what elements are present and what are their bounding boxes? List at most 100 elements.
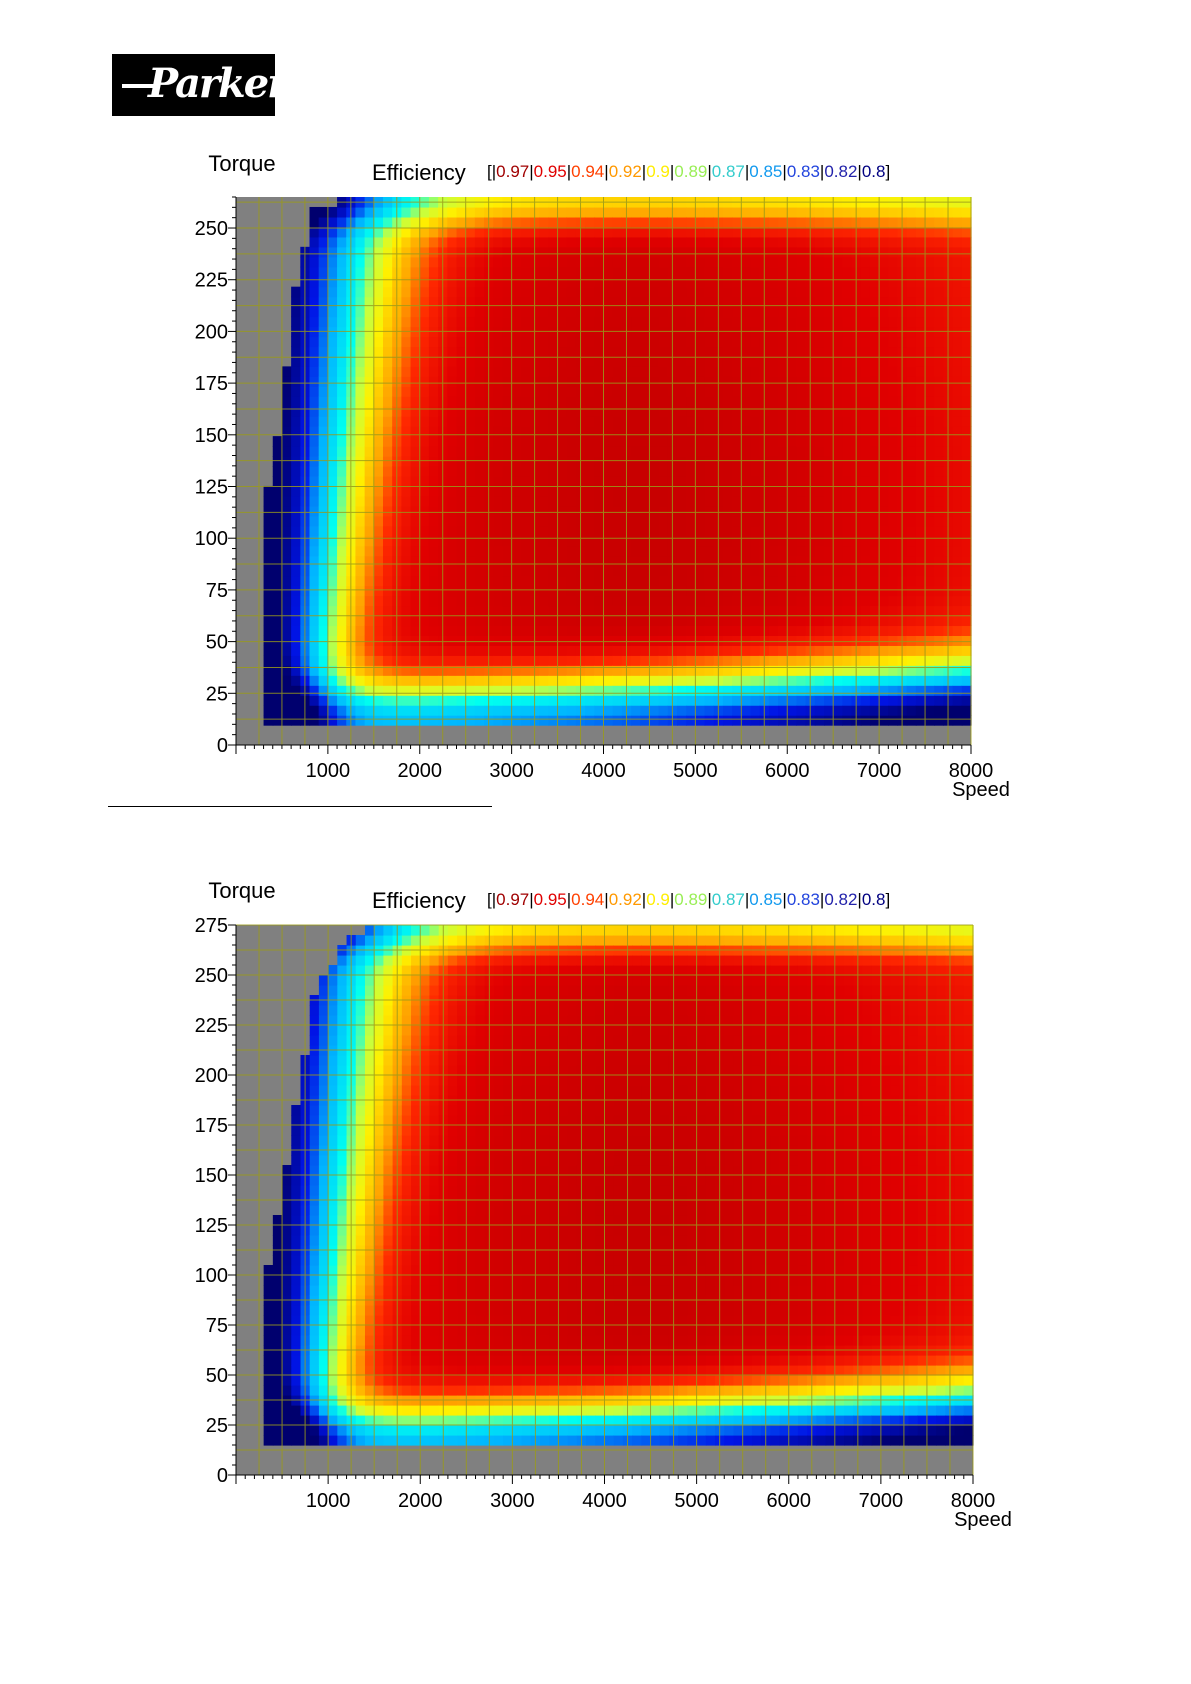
heatmap-cell: [364, 456, 375, 467]
heatmap-cell: [658, 595, 669, 607]
heatmap-cell: [263, 1405, 274, 1416]
heatmap-cell: [282, 1315, 292, 1326]
heatmap-cell: [411, 1085, 421, 1096]
heatmap-cell: [741, 605, 752, 617]
heatmap-cell: [327, 615, 338, 627]
heatmap-cell: [741, 446, 752, 457]
heatmap-cell: [456, 515, 467, 527]
heatmap-cell: [419, 396, 430, 407]
heatmap-cell: [337, 246, 347, 258]
heatmap-cell: [787, 296, 798, 308]
heatmap-cell: [778, 655, 788, 666]
heatmap-cell: [337, 635, 347, 646]
heatmap-cell: [925, 256, 935, 268]
heatmap-cell: [309, 1135, 320, 1146]
heatmap-cell: [879, 366, 889, 377]
y-tick-label: 125: [195, 477, 228, 499]
heatmap-cell: [612, 495, 623, 507]
heatmap-cell: [318, 256, 329, 268]
heatmap-cell: [383, 1025, 394, 1036]
heatmap-cell: [383, 1225, 394, 1236]
heatmap-cell: [741, 595, 752, 607]
heatmap-cell: [631, 296, 641, 308]
heatmap-cell: [309, 565, 320, 577]
heatmap-cell: [603, 685, 614, 696]
heatmap-cell: [796, 595, 807, 607]
heatmap-cell: [337, 715, 347, 726]
heatmap-cell: [686, 396, 696, 407]
heatmap-cell: [364, 975, 375, 986]
heatmap-cell: [594, 456, 605, 467]
heatmap-cell: [778, 485, 788, 497]
heatmap-cell: [309, 226, 320, 238]
heatmap-cell: [465, 495, 476, 507]
heatmap-cell: [952, 655, 963, 666]
heatmap-cell: [640, 495, 651, 507]
heatmap-cell: [520, 715, 531, 726]
heatmap-cell: [814, 685, 825, 696]
heatmap-cell: [879, 396, 889, 407]
heatmap-cell: [741, 286, 752, 298]
heatmap-cell: [383, 1235, 394, 1246]
heatmap-cell: [401, 396, 412, 407]
heatmap-cell: [539, 475, 549, 487]
heatmap-cell: [722, 246, 733, 258]
heatmap-cell: [585, 426, 595, 437]
heatmap-cell: [879, 276, 889, 288]
heatmap-cell: [833, 256, 843, 268]
heatmap-cell: [566, 695, 577, 706]
heatmap-cell: [318, 1115, 329, 1126]
heatmap-cell: [814, 246, 825, 258]
heatmap-cell: [888, 416, 899, 427]
heatmap-cell: [750, 525, 761, 537]
heatmap-cell: [566, 635, 577, 646]
heatmap-cell: [557, 226, 568, 238]
heatmap-cell: [677, 376, 687, 387]
heatmap-cell: [906, 446, 917, 457]
heatmap-cell: [373, 316, 384, 328]
heatmap-cell: [337, 685, 347, 696]
heatmap-cell: [722, 555, 733, 567]
heatmap-cell: [373, 216, 384, 228]
heatmap-cell: [410, 386, 421, 397]
heatmap-cell: [833, 376, 843, 387]
heatmap-cell: [842, 296, 853, 308]
heatmap-cell: [309, 1105, 320, 1116]
heatmap-cell: [658, 306, 669, 318]
heatmap-cell: [860, 436, 871, 447]
heatmap-cell: [750, 206, 761, 218]
heatmap-cell: [768, 286, 779, 298]
heatmap-cell: [355, 565, 366, 577]
heatmap-cell: [631, 436, 641, 447]
heatmap-cell: [915, 655, 926, 666]
heatmap-cell: [401, 665, 412, 676]
heatmap-cell: [493, 286, 504, 298]
heatmap-cell: [952, 276, 963, 288]
heatmap-cell: [318, 216, 329, 228]
heatmap-cell: [502, 555, 513, 567]
heatmap-cell: [493, 386, 504, 397]
heatmap-cell: [337, 555, 347, 567]
heatmap-cell: [722, 336, 733, 348]
heatmap-cell: [364, 426, 375, 437]
heatmap-cell: [612, 236, 623, 248]
heatmap-cell: [695, 535, 706, 547]
heatmap-cell: [447, 635, 458, 646]
heatmap-cell: [419, 555, 430, 567]
heatmap-cell: [961, 316, 972, 328]
heatmap-cell: [594, 346, 605, 358]
heatmap-cell: [860, 545, 871, 557]
heatmap-cell: [768, 525, 779, 537]
heatmap-cell: [539, 306, 549, 318]
heatmap-cell: [824, 416, 834, 427]
heatmap-cell: [447, 685, 458, 696]
heatmap-cell: [722, 416, 733, 427]
heatmap-cell: [337, 416, 347, 427]
heatmap-cell: [272, 1315, 283, 1326]
heatmap-cell: [383, 396, 393, 407]
heatmap-cell: [695, 665, 706, 676]
heatmap-cell: [364, 475, 375, 487]
heatmap-cell: [291, 456, 301, 467]
heatmap-cell: [281, 416, 292, 427]
